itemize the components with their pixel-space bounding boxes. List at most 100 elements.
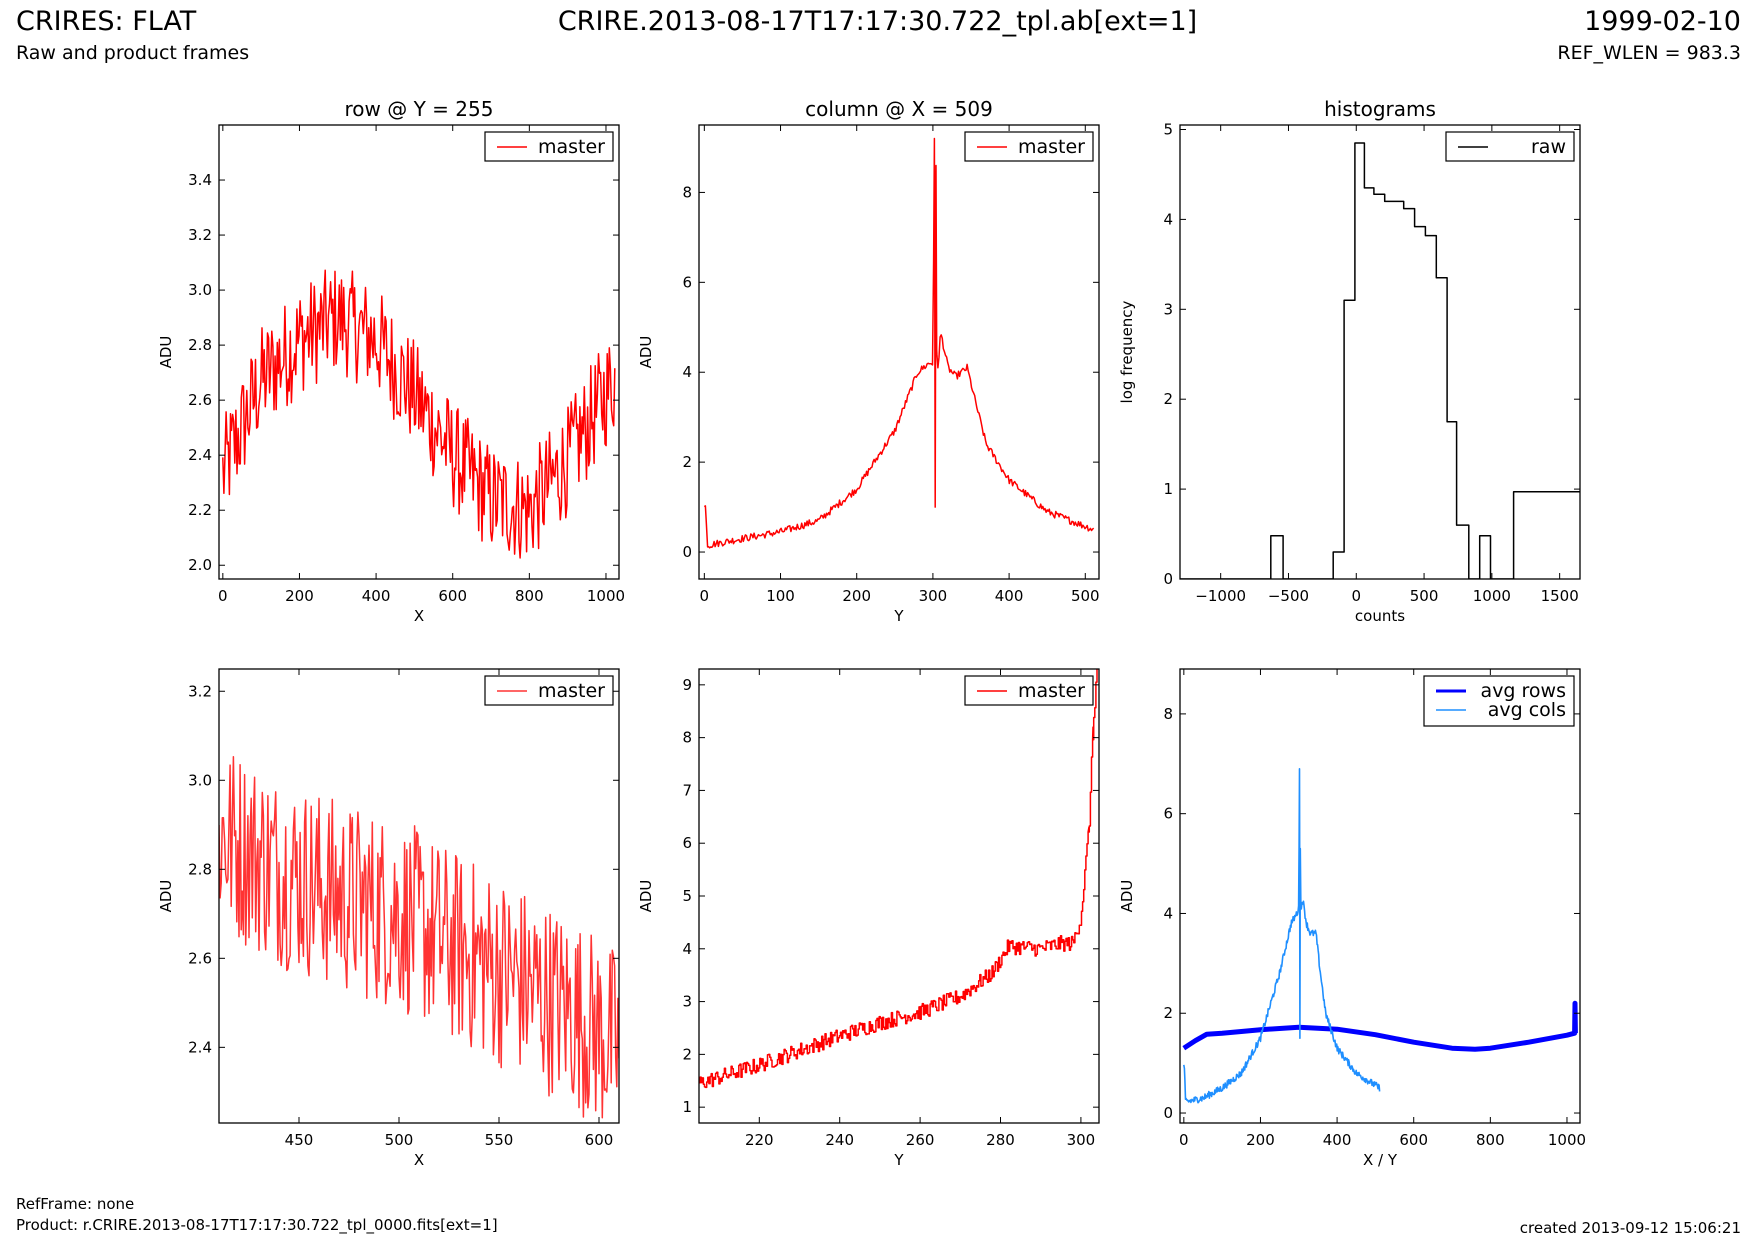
x-tick-label: 450 <box>285 1131 314 1149</box>
chart-title: column @ X = 509 <box>805 97 993 121</box>
x-tick-label: 200 <box>842 587 871 605</box>
ref-frame-note: RefFrame: none <box>16 1195 135 1213</box>
legend: raw <box>1445 131 1575 162</box>
x-axis-label: X <box>414 1151 424 1169</box>
x-axis-label: X / Y <box>1363 1151 1398 1169</box>
y-tick-label: 2.4 <box>188 1038 212 1056</box>
x-tick-label: 200 <box>1246 1131 1275 1149</box>
chart-column: 0 100 200 300 400 500 0 2 4 6 8 column @ X = 509 Y AD… <box>637 97 1100 625</box>
x-tick-label: 220 <box>745 1131 774 1149</box>
y-tick-label: 2.8 <box>188 860 212 878</box>
y-tick-label: 6 <box>682 273 692 291</box>
y-tick-label: 1 <box>1163 480 1173 498</box>
file-name: CRIRE.2013-08-17T17:17:30.722_tpl.ab[ext… <box>557 6 1198 37</box>
chart-title: row @ Y = 255 <box>345 97 494 121</box>
page-title: CRIRES: FLAT <box>16 6 197 37</box>
observation-date: 1999-02-10 <box>1584 6 1741 37</box>
x-tick-label: 500 <box>1410 587 1439 605</box>
y-tick-label: 2.2 <box>188 501 212 519</box>
y-axis-label: log frequency <box>1118 300 1136 403</box>
axes-frame <box>1179 668 1581 1124</box>
series-row-0 <box>222 269 616 559</box>
legend: master <box>484 675 614 706</box>
x-tick-label: 300 <box>1067 1131 1096 1149</box>
x-tick-label: 300 <box>919 587 948 605</box>
chart-row: 0 200 400 600 800 1000 2.0 2.2 2.4 2.6 2.8 3.0 3.2 3.… <box>157 97 625 625</box>
x-tick-label: 100 <box>766 587 795 605</box>
y-tick-label: 6 <box>682 834 692 852</box>
chart-avg: 0 200 400 600 800 1000 0 2 4 6 8 X / Y ADU avg rowsav… <box>1118 668 1586 1169</box>
y-axis-label: ADU <box>157 336 175 369</box>
chart-row-zoom: 450 500 550 600 2.4 2.6 2.8 3.0 3.2 X ADU master <box>157 668 620 1169</box>
legend-label: master <box>538 680 605 702</box>
y-tick-label: 4 <box>1163 904 1173 922</box>
y-tick-label: 2 <box>682 1045 692 1063</box>
series-avg-0 <box>1182 1000 1578 1052</box>
chart-histograms: −1000 −500 0 500 1000 1500 0 1 2 3 4 5 histograms cou… <box>1118 97 1581 625</box>
x-tick-label: 1000 <box>1473 587 1511 605</box>
y-tick-label: 2 <box>1163 390 1173 408</box>
product-note: Product: r.CRIRE.2013-08-17T17:17:30.722… <box>16 1216 498 1234</box>
legend: master <box>964 675 1094 706</box>
series-column-0 <box>703 137 1095 549</box>
created-note: created 2013-09-12 15:06:21 <box>1519 1219 1741 1237</box>
legend-label: master <box>1018 680 1085 702</box>
x-tick-label: 1500 <box>1541 587 1579 605</box>
legend: master <box>964 131 1094 162</box>
x-tick-label: 280 <box>986 1131 1015 1149</box>
x-tick-label: 500 <box>1071 587 1100 605</box>
y-tick-label: 3.2 <box>188 226 212 244</box>
x-tick-label: 400 <box>1323 1131 1352 1149</box>
y-axis-label: ADU <box>157 880 175 913</box>
x-axis-label: X <box>414 607 424 625</box>
y-tick-label: 0 <box>1163 570 1173 588</box>
y-tick-label: 3.0 <box>188 771 212 789</box>
y-tick-label: 7 <box>682 781 692 799</box>
y-tick-label: 4 <box>682 940 692 958</box>
y-tick-label: 3.4 <box>188 171 212 189</box>
x-tick-label: −1000 <box>1195 587 1246 605</box>
y-tick-label: 2.4 <box>188 446 212 464</box>
x-tick-label: 1000 <box>587 587 625 605</box>
y-tick-label: 0 <box>682 543 692 561</box>
y-tick-label: 8 <box>682 729 692 747</box>
x-tick-label: 240 <box>825 1131 854 1149</box>
y-tick-label: 2.6 <box>188 949 212 967</box>
y-tick-label: 3 <box>682 993 692 1011</box>
y-axis-label: ADU <box>637 880 655 913</box>
legend-label: avg rows <box>1481 680 1566 702</box>
x-tick-label: 200 <box>285 587 314 605</box>
x-tick-label: 600 <box>585 1131 614 1149</box>
x-tick-label: 800 <box>515 587 544 605</box>
y-tick-label: 4 <box>1163 210 1173 228</box>
y-tick-label: 2.6 <box>188 391 212 409</box>
y-tick-label: 3.2 <box>188 682 212 700</box>
y-axis-label: ADU <box>1118 880 1136 913</box>
axes-frame <box>698 668 1100 1124</box>
x-tick-label: 260 <box>906 1131 935 1149</box>
legend: master <box>484 131 614 162</box>
x-tick-label: 0 <box>700 587 710 605</box>
x-axis-label: Y <box>893 607 904 625</box>
y-tick-label: 1 <box>682 1098 692 1116</box>
legend-label: master <box>538 136 605 158</box>
chart-title: histograms <box>1324 97 1436 121</box>
x-tick-label: 400 <box>995 587 1024 605</box>
x-tick-label: 500 <box>385 1131 414 1149</box>
page-subtitle: Raw and product frames <box>16 42 250 64</box>
y-tick-label: 0 <box>1163 1104 1173 1122</box>
x-tick-label: 0 <box>1179 1131 1189 1149</box>
axes-frame <box>698 124 1100 580</box>
series-avg-1 <box>1183 767 1381 1104</box>
x-tick-label: 600 <box>438 587 467 605</box>
series-histograms-0 <box>1180 142 1580 579</box>
y-tick-label: 8 <box>1163 705 1173 723</box>
x-tick-label: −500 <box>1268 587 1309 605</box>
y-tick-label: 3 <box>1163 300 1173 318</box>
ref-wlen: REF_WLEN = 983.3 <box>1557 42 1741 64</box>
y-axis-label: ADU <box>637 336 655 369</box>
y-tick-label: 6 <box>1163 805 1173 823</box>
legend-label: master <box>1018 136 1085 158</box>
